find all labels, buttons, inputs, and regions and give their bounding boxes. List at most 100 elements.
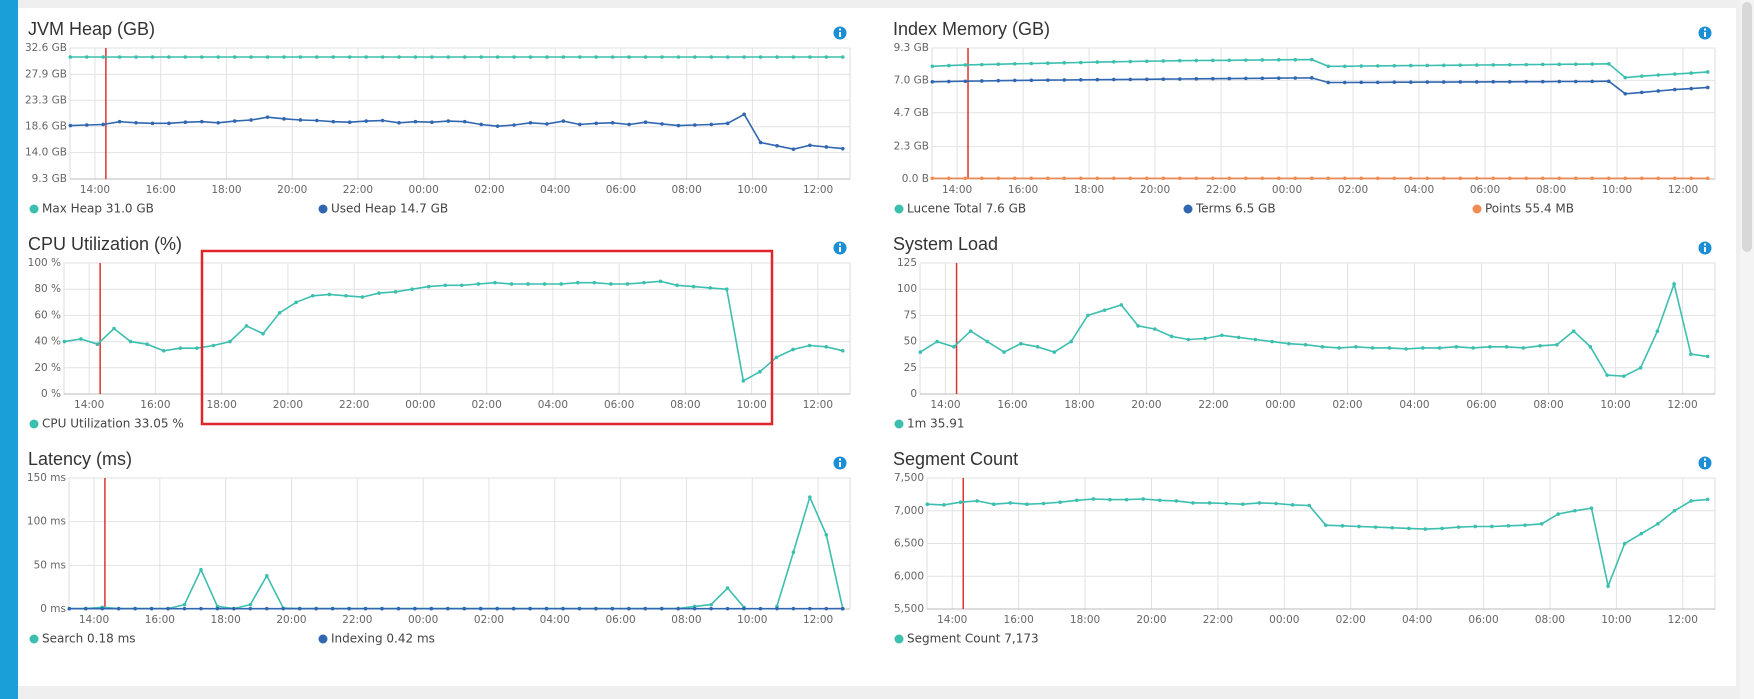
data-point [1408,63,1413,68]
data-point [758,369,762,374]
data-point [1091,497,1096,501]
data-point [330,606,335,611]
data-point [725,121,730,126]
x-tick-label: 12:00 [803,614,833,626]
x-tick-label: 14:00 [74,399,104,411]
data-point [1425,63,1430,68]
data-point [1174,499,1179,503]
data-point [265,606,269,611]
data-point [1408,80,1413,85]
data-point [610,606,615,611]
data-point [1622,541,1627,546]
x-tick-label: 04:00 [1399,399,1429,411]
data-point [1178,176,1182,181]
data-point [1458,80,1463,84]
data-point [947,176,951,181]
y-tick-label: 6,000 [894,570,924,582]
data-point [942,503,946,507]
data-point [446,55,451,59]
data-point [116,606,121,611]
y-tick-label: 25 [904,362,917,374]
data-point [1227,176,1232,181]
x-tick-label: 18:00 [1074,184,1104,196]
data-point [1504,345,1509,349]
data-point [1194,176,1199,181]
legend-label: CPU Utilization 33.05 % [42,417,184,431]
data-point [249,118,253,122]
data-point [476,282,481,286]
x-tick-label: 12:00 [1667,399,1697,411]
data-point [1145,77,1149,82]
data-point [1309,76,1314,80]
data-point [364,55,368,59]
y-tick-label: 7.0 GB [894,74,929,86]
x-tick-label: 22:00 [1198,399,1228,411]
legend-swatch [318,204,328,214]
data-point [544,606,549,611]
data-point [314,606,318,611]
x-tick-label: 04:00 [1402,614,1432,626]
scroll-thumb[interactable] [1742,2,1752,252]
data-point [1689,176,1694,181]
data-point [528,606,532,611]
data-point [347,120,352,125]
data-point [1276,58,1281,62]
data-point [968,329,973,333]
data-point [1672,87,1677,92]
data-point [594,55,599,59]
data-point [1689,352,1693,356]
data-point [1705,497,1710,502]
x-tick-label: 20:00 [1136,614,1166,626]
data-point [380,55,385,59]
data-point [1474,63,1479,67]
data-point [1041,501,1046,506]
x-tick-label: 08:00 [670,399,700,411]
data-point [509,282,514,286]
data-point [693,123,697,127]
data-point [493,280,497,285]
x-tick-label: 16:00 [146,184,176,196]
data-point [642,280,646,285]
data-point [1705,85,1710,90]
data-point [1086,313,1090,318]
data-point [528,120,533,125]
x-tick-label: 00:00 [408,614,438,626]
data-point [1119,303,1124,307]
data-point [1293,57,1298,62]
data-point [1606,584,1610,588]
data-point [975,499,979,503]
series-line [70,113,843,151]
legend-swatch [894,204,904,214]
data-point [443,283,448,288]
info-icon-stem [1704,462,1706,467]
data-point [1375,80,1380,85]
data-point [327,292,332,297]
data-point [1441,80,1446,84]
data-point [1473,524,1478,529]
data-point [1013,78,1017,83]
y-tick-label: 80 % [34,283,61,295]
data-point [1639,90,1644,95]
legend-label: Search 0.18 ms [42,632,136,646]
data-point [1425,176,1430,181]
data-point [791,347,795,352]
data-point [1458,176,1463,181]
data-point [1524,79,1529,84]
data-point [1243,76,1248,81]
scrollbar[interactable] [1740,0,1754,699]
data-point [1128,176,1133,181]
data-point [380,118,385,123]
data-point [331,55,336,59]
y-tick-label: 0 [910,388,917,400]
data-point [963,79,968,84]
y-tick-label: 150 ms [27,472,66,484]
data-point [1488,345,1492,349]
y-tick-label: 0.0 B [902,173,929,185]
data-point [183,120,188,125]
chart-title: Latency (ms) [28,449,132,469]
data-point [1290,503,1295,507]
data-point [167,55,171,59]
data-point [930,64,935,69]
y-tick-label: 40 % [34,336,61,348]
data-point [1491,63,1496,67]
